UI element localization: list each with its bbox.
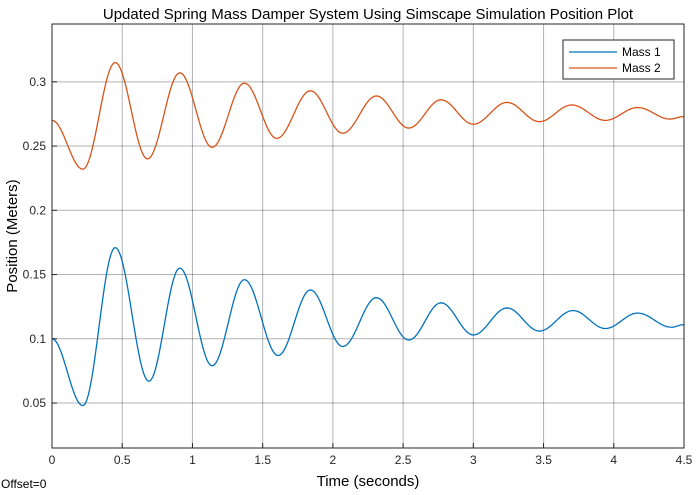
grid [52, 24, 684, 448]
y-tick-label: 0.1 [29, 332, 46, 346]
offset-label: Offset=0 [1, 477, 47, 491]
y-tick-label: 0.05 [23, 396, 47, 410]
x-tick-label: 2 [330, 453, 337, 467]
ticks: 0 0.5 1 1.5 2 2.5 3 3.5 4 4.5 0.05 0.1 0.15 0.2 0.25 0.… [23, 75, 693, 467]
x-tick-label: 4.5 [676, 453, 693, 467]
x-tick-label: 1 [189, 453, 196, 467]
series-line-mass-2 [51, 61, 685, 170]
legend-box [562, 39, 675, 80]
y-tick-label: 0.25 [23, 139, 47, 153]
x-tick-label: 1.5 [254, 453, 271, 467]
plot-area [52, 24, 684, 448]
x-tick-label: 3.5 [535, 453, 552, 467]
y-tick-label: 0.3 [29, 75, 46, 89]
x-tick-label: 4 [610, 453, 617, 467]
x-tick-label: 0 [49, 453, 56, 467]
y-tick-label: 0.2 [29, 203, 46, 217]
chart-title: Updated Spring Mass Damper System Using … [103, 6, 634, 23]
y-axis-label: Position (Meters) [4, 179, 21, 292]
legend-label: Mass 1 [622, 45, 661, 59]
legend: Mass 1 Mass 2 [562, 39, 675, 80]
x-tick-label: 3 [470, 453, 477, 467]
x-tick-label: 2.5 [395, 453, 412, 467]
series-layer [51, 61, 685, 407]
plot-frame [51, 23, 685, 449]
x-axis-label: Time (seconds) [317, 473, 420, 490]
series-line-mass-1 [51, 246, 685, 407]
legend-label: Mass 2 [622, 61, 661, 75]
y-tick-label: 0.15 [23, 268, 47, 282]
x-tick-label: 0.5 [114, 453, 131, 467]
